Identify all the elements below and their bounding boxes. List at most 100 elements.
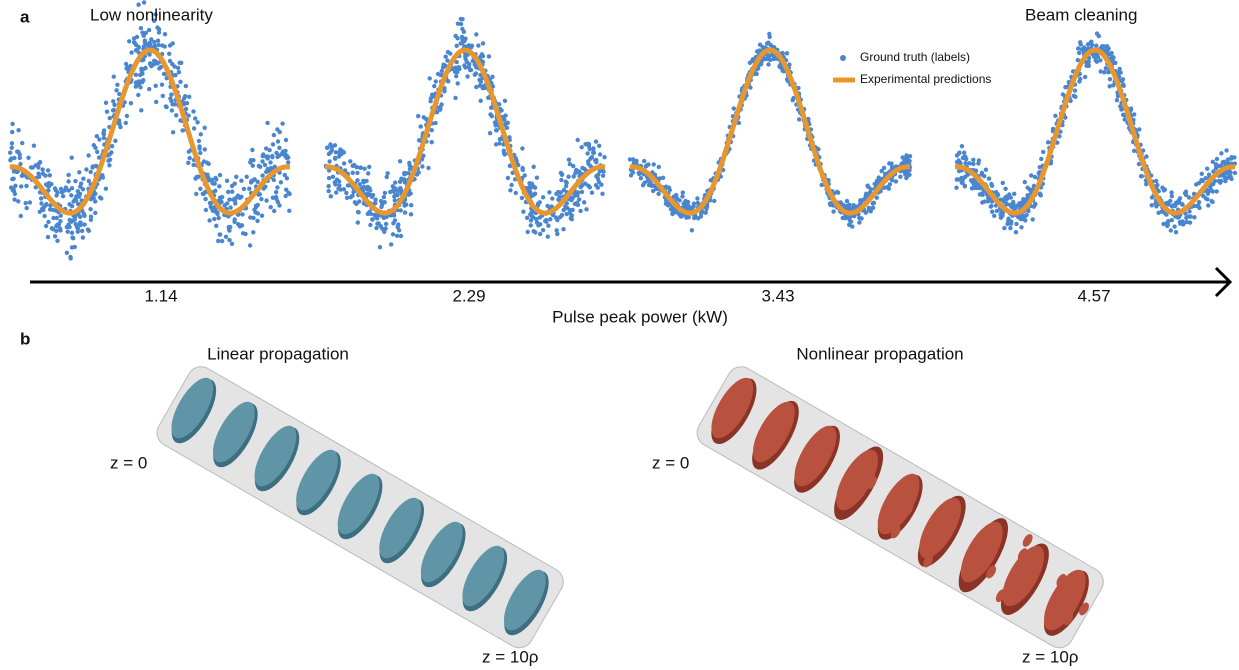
dot [963,161,968,166]
dot [262,162,268,168]
dot [88,207,93,212]
dot [578,208,583,214]
dot [326,188,331,194]
dot [1022,179,1027,185]
dot [169,108,175,113]
dot [1119,78,1125,83]
dot [857,215,862,221]
dot [78,181,84,186]
dot [1041,149,1046,155]
dot [554,191,559,196]
dot [344,190,349,196]
beam-fragment [1027,552,1038,565]
dot [77,170,82,175]
dot [476,43,481,48]
dot [509,182,514,188]
dot [136,2,141,7]
dot [117,91,122,97]
dot [403,171,408,176]
dot [505,175,511,181]
dot [455,69,460,75]
dot [488,112,493,117]
dot [136,92,141,98]
dot [418,124,423,129]
dot [162,32,168,37]
dot [325,145,330,150]
dot [477,77,482,83]
dot [381,215,386,221]
dot [127,39,132,44]
dot [583,142,588,147]
dot [858,198,863,203]
dot [1180,202,1185,207]
dot [270,155,275,160]
dot [516,162,521,168]
beam-lobe [379,497,422,559]
dot [239,178,244,183]
scatter-group [323,16,607,250]
dot [40,171,46,176]
dot [90,165,95,170]
dot [872,181,877,187]
dot [228,205,233,210]
dot [589,155,595,160]
dot [282,151,287,156]
dot [207,218,212,223]
dot [467,61,472,67]
dot [985,199,991,204]
dot [459,34,465,40]
dot [365,191,370,196]
dot [1096,33,1102,39]
dot [330,174,336,179]
dot [204,160,210,165]
cylinder [696,366,1104,649]
dot [232,219,237,224]
dot [11,169,17,174]
dot [584,207,589,212]
beam-fragment [974,545,985,559]
dot [131,36,137,41]
dot [341,161,347,166]
dot [268,205,273,210]
beam-fragment [892,482,903,496]
dot [736,120,742,126]
dot [1188,214,1193,219]
dot [790,98,795,103]
dot [107,115,113,121]
dot [486,54,492,59]
dot [172,102,178,107]
dot [374,215,379,220]
dot [567,161,573,167]
dot [876,175,881,180]
dot [577,170,582,175]
dot [159,82,165,87]
dot [976,161,981,166]
dot [478,54,483,59]
beam-lobe [420,521,463,583]
dot [558,170,564,176]
dot [656,164,661,170]
scatter-panels [8,0,1238,261]
dot [600,191,605,196]
dot [265,120,270,126]
dot [844,203,850,209]
dot [1082,45,1087,50]
dot [107,157,113,162]
dot [1192,215,1197,220]
dot [368,222,373,228]
dot [12,197,17,202]
dot [259,196,264,202]
dot [241,186,247,192]
dot [1149,203,1154,208]
dot [857,220,862,225]
dot [272,208,277,214]
dot [540,195,546,200]
dot [1085,60,1090,66]
dot [1005,221,1010,227]
dot [382,229,387,234]
dot [93,145,98,150]
dot [86,153,91,158]
dot [777,64,782,69]
dot [79,228,85,234]
dot [1078,42,1083,47]
